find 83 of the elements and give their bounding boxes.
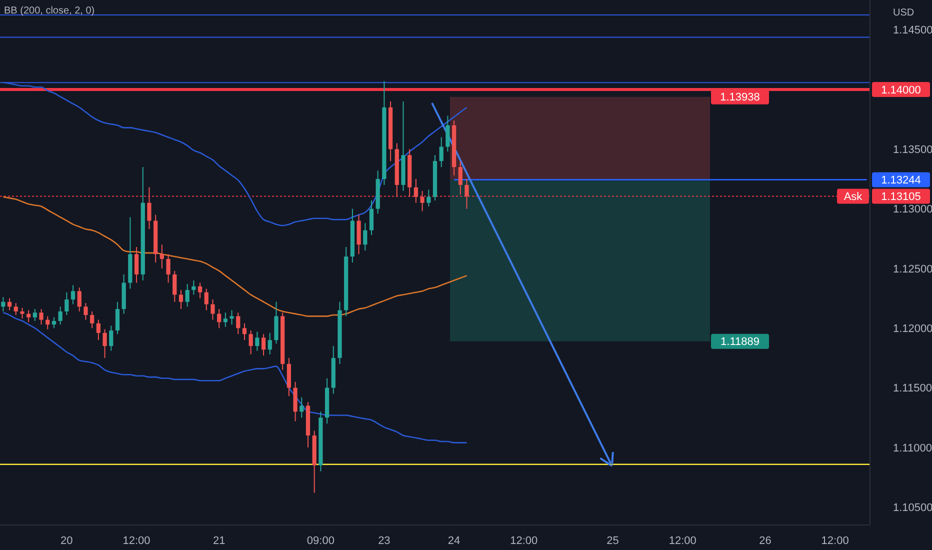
y-tick-label: 1.14500 <box>893 24 932 37</box>
candlestick <box>293 381 298 422</box>
candlestick <box>230 310 234 326</box>
candlestick <box>439 136 444 168</box>
x-tick-label: 12:00 <box>122 534 150 547</box>
candlestick <box>109 325 114 352</box>
line-series <box>2 82 468 226</box>
ref-line-label: 1.14000 <box>881 84 921 96</box>
candlestick <box>255 331 260 352</box>
ref-line-label: 1.13105 <box>881 191 921 204</box>
candlestick <box>84 302 88 320</box>
candlestick <box>217 308 222 329</box>
candlestick <box>115 301 120 335</box>
y-tick-label: 1.13500 <box>893 144 932 156</box>
candlestick <box>426 189 431 207</box>
candlestick <box>248 330 253 355</box>
candlestick <box>58 306 62 326</box>
candlestick <box>363 222 368 252</box>
candlestick <box>274 301 278 344</box>
candlestick <box>210 298 215 320</box>
candlestick <box>134 246 139 284</box>
candlestick <box>14 302 18 316</box>
candlestick <box>198 282 202 299</box>
x-tick-label: 23 <box>378 534 390 547</box>
x-tick-label: 20 <box>60 534 73 547</box>
candlestick <box>261 334 266 356</box>
candlestick <box>268 332 272 355</box>
line-series <box>2 196 468 317</box>
candlestick <box>414 178 418 204</box>
y-tick-label: 1.11500 <box>893 382 932 395</box>
candlestick <box>242 322 247 341</box>
text: USD <box>893 8 914 18</box>
y-tick-label: 1.13000 <box>893 204 932 216</box>
x-tick-label: 26 <box>759 534 772 547</box>
candlestick <box>7 298 12 311</box>
candlestick <box>178 289 184 310</box>
candlestick <box>446 115 450 152</box>
candlestick <box>172 270 177 302</box>
candlestick <box>1 296 6 312</box>
y-tick-label: 1.11000 <box>893 442 932 454</box>
x-tick-label: 12:00 <box>510 534 538 547</box>
candlestick <box>420 190 424 212</box>
candlestick <box>356 214 361 255</box>
line-series <box>2 312 468 444</box>
candlestick <box>204 288 208 311</box>
x-tick-label: 21 <box>212 534 226 547</box>
candlestick <box>32 308 37 322</box>
candlestick <box>192 280 196 296</box>
candlestick <box>464 178 469 210</box>
x-tick-label: 12:00 <box>821 534 849 547</box>
candlestick <box>300 396 304 418</box>
band-label: 1.11889 <box>720 336 760 348</box>
x-tick-label: 09:00 <box>306 534 334 547</box>
candlestick <box>52 316 56 329</box>
candlestick <box>102 328 107 358</box>
candlestick <box>26 310 31 323</box>
x-tick-label: 12:00 <box>668 534 696 547</box>
candlestick <box>166 254 170 284</box>
candlestick <box>286 357 292 397</box>
y-tick-label: 1.12500 <box>893 263 932 276</box>
x-tick-label: 24 <box>448 534 460 547</box>
candlestick <box>369 200 374 236</box>
candlestick <box>77 287 82 312</box>
y-tick-label: 1.10500 <box>893 502 932 514</box>
x-tick-label: 25 <box>606 534 619 547</box>
y-tick-label: 1.12000 <box>893 322 932 335</box>
candlestick <box>90 310 94 329</box>
data-label: 1.13244 <box>881 174 921 187</box>
candlestick <box>160 244 164 269</box>
candlestick <box>458 160 462 195</box>
candlestick <box>223 312 228 328</box>
candlestick <box>185 283 190 308</box>
candlestick <box>96 319 100 341</box>
candlestick <box>236 312 240 335</box>
candlestick <box>39 308 44 326</box>
annotation: Ask <box>844 191 863 204</box>
candlestick <box>147 186 152 230</box>
annotation: BB (200, close, 2, 0) <box>4 6 95 16</box>
candlestick <box>64 292 69 316</box>
candlestick <box>70 284 76 305</box>
candlestick <box>20 307 24 320</box>
candlestick <box>46 316 50 330</box>
band-label: 1.13938 <box>720 92 760 104</box>
